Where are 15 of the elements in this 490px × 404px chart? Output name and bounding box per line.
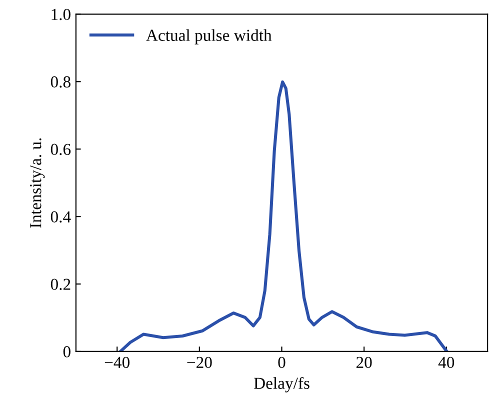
x-tick-label: −20 xyxy=(187,356,212,368)
x-tick-label: −40 xyxy=(104,356,130,368)
x-tick-label: 40 xyxy=(438,356,454,368)
legend-label: Actual pulse width xyxy=(146,29,272,44)
line-series xyxy=(118,80,448,352)
y-tick-label: 0.8 xyxy=(50,76,70,88)
x-tick-label: 20 xyxy=(356,356,372,368)
y-tick-label: 0 xyxy=(63,346,70,358)
y-tick-label: 1.0 xyxy=(52,8,70,20)
y-tick-label: 0.6 xyxy=(50,144,71,156)
y-axis-title: Intensity/a. u. xyxy=(30,138,45,228)
x-axis-title: Delay/fs xyxy=(254,377,310,392)
y-tick-label: 0.4 xyxy=(50,211,71,223)
y-tick-label: 0.2 xyxy=(50,278,70,290)
x-tick-label: 0 xyxy=(278,356,286,368)
